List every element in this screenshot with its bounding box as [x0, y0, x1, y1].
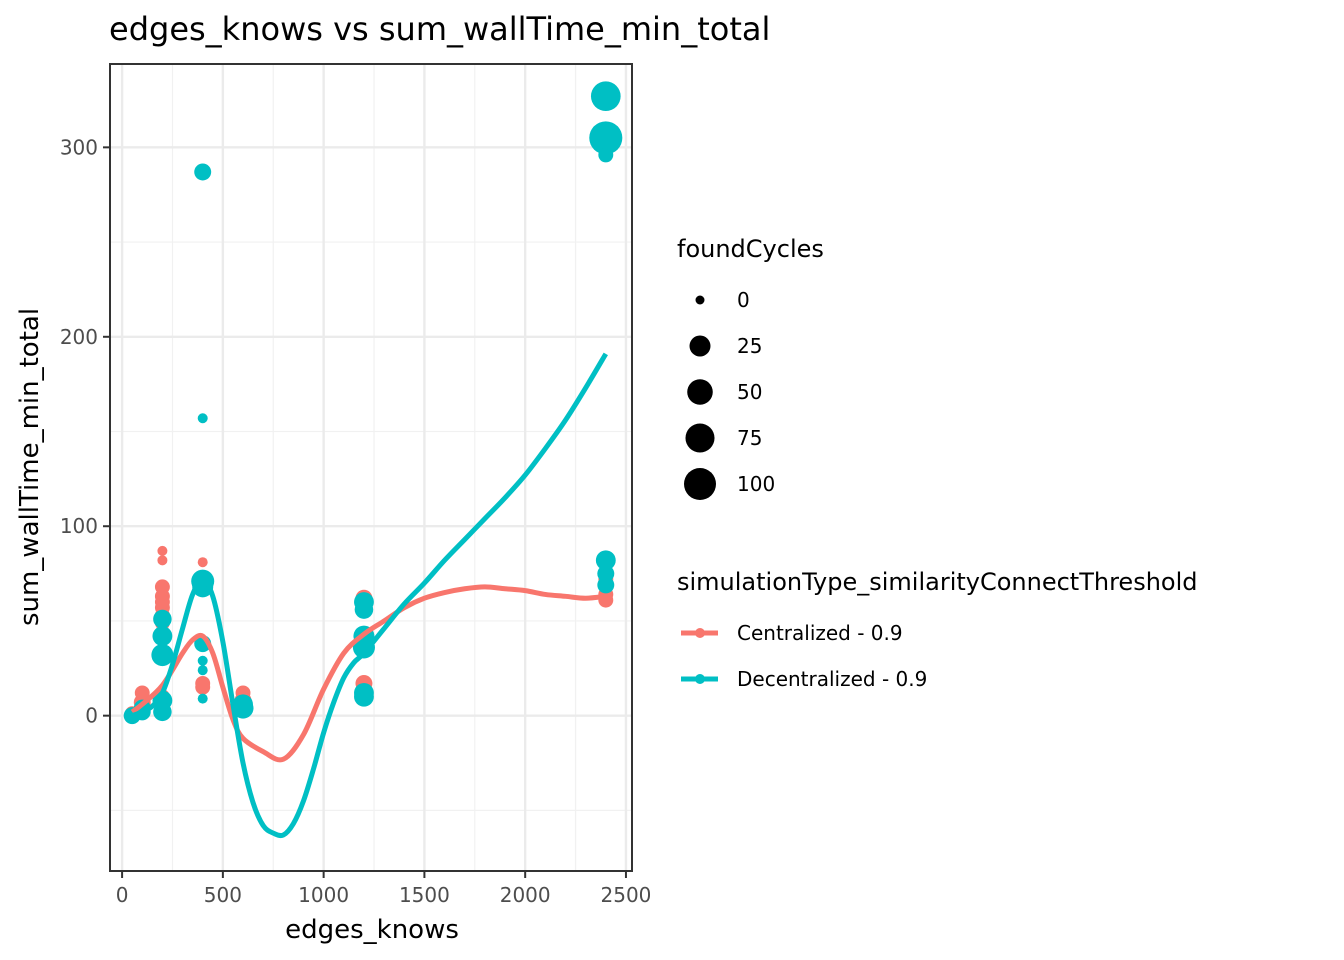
y-axis-ticks: 0 100 200 300 — [60, 135, 110, 728]
data-point — [589, 121, 623, 155]
data-point — [197, 413, 208, 424]
data-point — [157, 555, 168, 566]
y-tick-label: 0 — [85, 704, 98, 728]
size-legend-label: 100 — [737, 472, 775, 496]
color-legend-title: simulationType_similarityConnectThreshol… — [677, 568, 1198, 596]
data-point — [153, 702, 172, 722]
plot-background — [110, 64, 632, 871]
plot-border — [109, 63, 633, 872]
size-legend-key — [695, 295, 705, 305]
y-tick-label: 300 — [60, 135, 98, 159]
color-legend-label: Centralized - 0.9 — [737, 621, 903, 645]
data-point — [152, 626, 173, 647]
y-tick-label: 100 — [60, 514, 98, 538]
size-legend-key — [689, 335, 711, 357]
x-tick-label: 1500 — [399, 883, 450, 907]
smooth-lines — [130, 352, 608, 839]
color-legend: simulationType_similarityConnectThreshol… — [677, 568, 1198, 691]
data-point — [151, 644, 174, 667]
data-point — [153, 609, 172, 629]
data-point — [590, 81, 621, 112]
data-point — [597, 576, 615, 594]
size-legend-key — [687, 379, 713, 405]
color-legend-dot — [695, 628, 705, 638]
chart-title: edges_knows vs sum_wallTime_min_total — [109, 10, 770, 48]
data-point — [197, 655, 208, 666]
size-legend-key — [685, 423, 715, 453]
size-legend-title: foundCycles — [677, 235, 824, 263]
data-point — [232, 697, 254, 719]
data-point — [197, 665, 208, 676]
size-legend-label: 50 — [737, 380, 762, 404]
data-point — [197, 557, 208, 568]
data-point — [134, 685, 150, 701]
x-tick-label: 2500 — [601, 883, 652, 907]
x-axis-ticks: 0 500 1000 1500 2000 2500 — [116, 871, 652, 907]
data-point — [354, 600, 374, 619]
data-point — [195, 679, 211, 695]
x-axis-label: edges_knows — [285, 915, 459, 945]
size-legend-label: 25 — [737, 334, 762, 358]
color-legend-label: Decentralized - 0.9 — [737, 667, 927, 691]
data-point — [352, 636, 375, 659]
data-point — [197, 693, 208, 704]
plot-panel — [110, 64, 632, 871]
smooth-line — [131, 352, 608, 839]
data-point — [354, 686, 374, 707]
x-tick-label: 2000 — [500, 883, 551, 907]
x-tick-label: 500 — [204, 883, 242, 907]
size-legend: foundCycles 0 25 50 75 100 — [677, 235, 824, 500]
size-legend-label: 0 — [737, 288, 750, 312]
x-tick-label: 1000 — [298, 883, 349, 907]
grid-lines — [110, 64, 632, 871]
y-axis-label: sum_wallTime_min_total — [15, 308, 45, 626]
size-legend-key — [684, 468, 716, 500]
panel-border — [109, 63, 633, 872]
size-legend-label: 75 — [737, 426, 762, 450]
data-point — [194, 163, 212, 181]
x-tick-label: 0 — [116, 883, 129, 907]
color-legend-dot — [695, 674, 705, 684]
data-point — [157, 545, 168, 556]
data-point — [598, 147, 614, 163]
data-point — [595, 550, 616, 571]
y-tick-label: 200 — [60, 325, 98, 349]
smooth-line — [130, 584, 607, 763]
